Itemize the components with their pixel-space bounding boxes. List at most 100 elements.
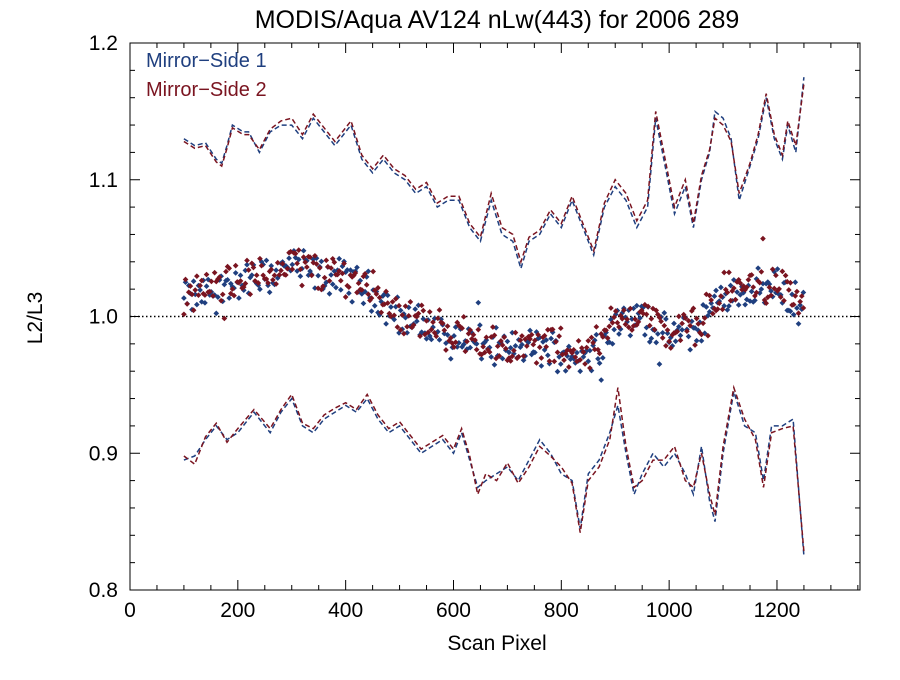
data-point (591, 346, 598, 353)
data-point (769, 266, 776, 273)
data-point (677, 332, 684, 339)
data-point (677, 337, 684, 344)
data-point (645, 303, 651, 310)
data-point (242, 280, 249, 287)
data-point (502, 345, 509, 352)
data-point (726, 269, 732, 276)
data-point (782, 272, 789, 279)
data-point (300, 247, 307, 254)
data-point (661, 322, 668, 329)
data-point (708, 300, 715, 307)
data-point (666, 338, 672, 345)
data-point (365, 268, 372, 275)
data-point (346, 284, 352, 291)
data-point (308, 272, 315, 279)
data-point (203, 271, 210, 278)
data-point (522, 336, 529, 343)
data-point (354, 264, 360, 271)
data-point (368, 295, 375, 301)
data-point (570, 347, 577, 353)
data-point (787, 279, 794, 286)
data-point (237, 272, 244, 279)
data-point (705, 332, 711, 339)
data-point (527, 336, 533, 342)
data-point (278, 267, 284, 274)
data-point (501, 334, 507, 341)
data-point (263, 257, 270, 264)
data-point (554, 368, 561, 375)
data-point (326, 278, 333, 284)
data-point (727, 282, 734, 289)
data-point (548, 335, 554, 342)
data-point (363, 282, 370, 288)
data-point (624, 316, 630, 323)
data-point (533, 360, 540, 366)
data-point (619, 315, 626, 322)
data-point (748, 272, 755, 278)
data-point (587, 365, 593, 371)
data-point (467, 344, 474, 351)
data-point (779, 268, 786, 275)
data-point (346, 290, 352, 297)
data-point (452, 339, 459, 346)
data-point (354, 289, 360, 296)
data-point (549, 326, 556, 333)
data-point (187, 283, 194, 289)
data-point (603, 327, 609, 334)
data-point (532, 349, 538, 356)
data-point (182, 276, 189, 283)
data-point (614, 319, 621, 326)
data-point (464, 338, 470, 345)
data-point (721, 269, 727, 276)
data-point (608, 305, 614, 311)
data-point (557, 361, 564, 367)
data-point (415, 302, 422, 309)
data-point (426, 309, 433, 315)
data-point (467, 327, 474, 333)
data-point (441, 327, 448, 334)
y-tick-label: 0.8 (89, 579, 118, 602)
y-tick-label: 1.2 (89, 32, 118, 55)
data-point (454, 344, 461, 350)
y-tick-label: 1.0 (89, 306, 118, 329)
data-point (506, 349, 512, 356)
data-point (716, 300, 723, 307)
data-point (577, 368, 584, 375)
data-point (216, 274, 223, 280)
data-point (292, 250, 299, 257)
data-point (792, 279, 799, 286)
data-point (407, 299, 414, 305)
data-point (679, 320, 685, 327)
data-point (507, 358, 514, 364)
data-point (684, 328, 690, 335)
data-point (676, 313, 682, 320)
data-point (648, 335, 655, 342)
data-point (270, 277, 276, 283)
data-point (659, 335, 666, 341)
data-point (413, 318, 420, 325)
data-point (326, 290, 333, 297)
series-2-points (181, 235, 807, 371)
data-point (520, 357, 527, 364)
data-point (658, 318, 664, 325)
data-point (777, 294, 784, 300)
data-point (375, 285, 381, 291)
data-point (271, 272, 278, 279)
data-point (213, 310, 220, 317)
data-point (768, 292, 774, 299)
data-point (331, 259, 338, 266)
data-point (435, 315, 441, 322)
data-point (376, 294, 383, 301)
data-point (312, 285, 318, 291)
data-point (687, 346, 693, 353)
data-point (512, 329, 519, 336)
data-point (184, 301, 190, 307)
data-point (656, 361, 663, 367)
data-point (486, 349, 493, 355)
data-point (633, 302, 640, 309)
data-point (221, 315, 228, 322)
data-point (181, 295, 187, 301)
data-point (528, 331, 535, 338)
data-point (289, 261, 296, 268)
